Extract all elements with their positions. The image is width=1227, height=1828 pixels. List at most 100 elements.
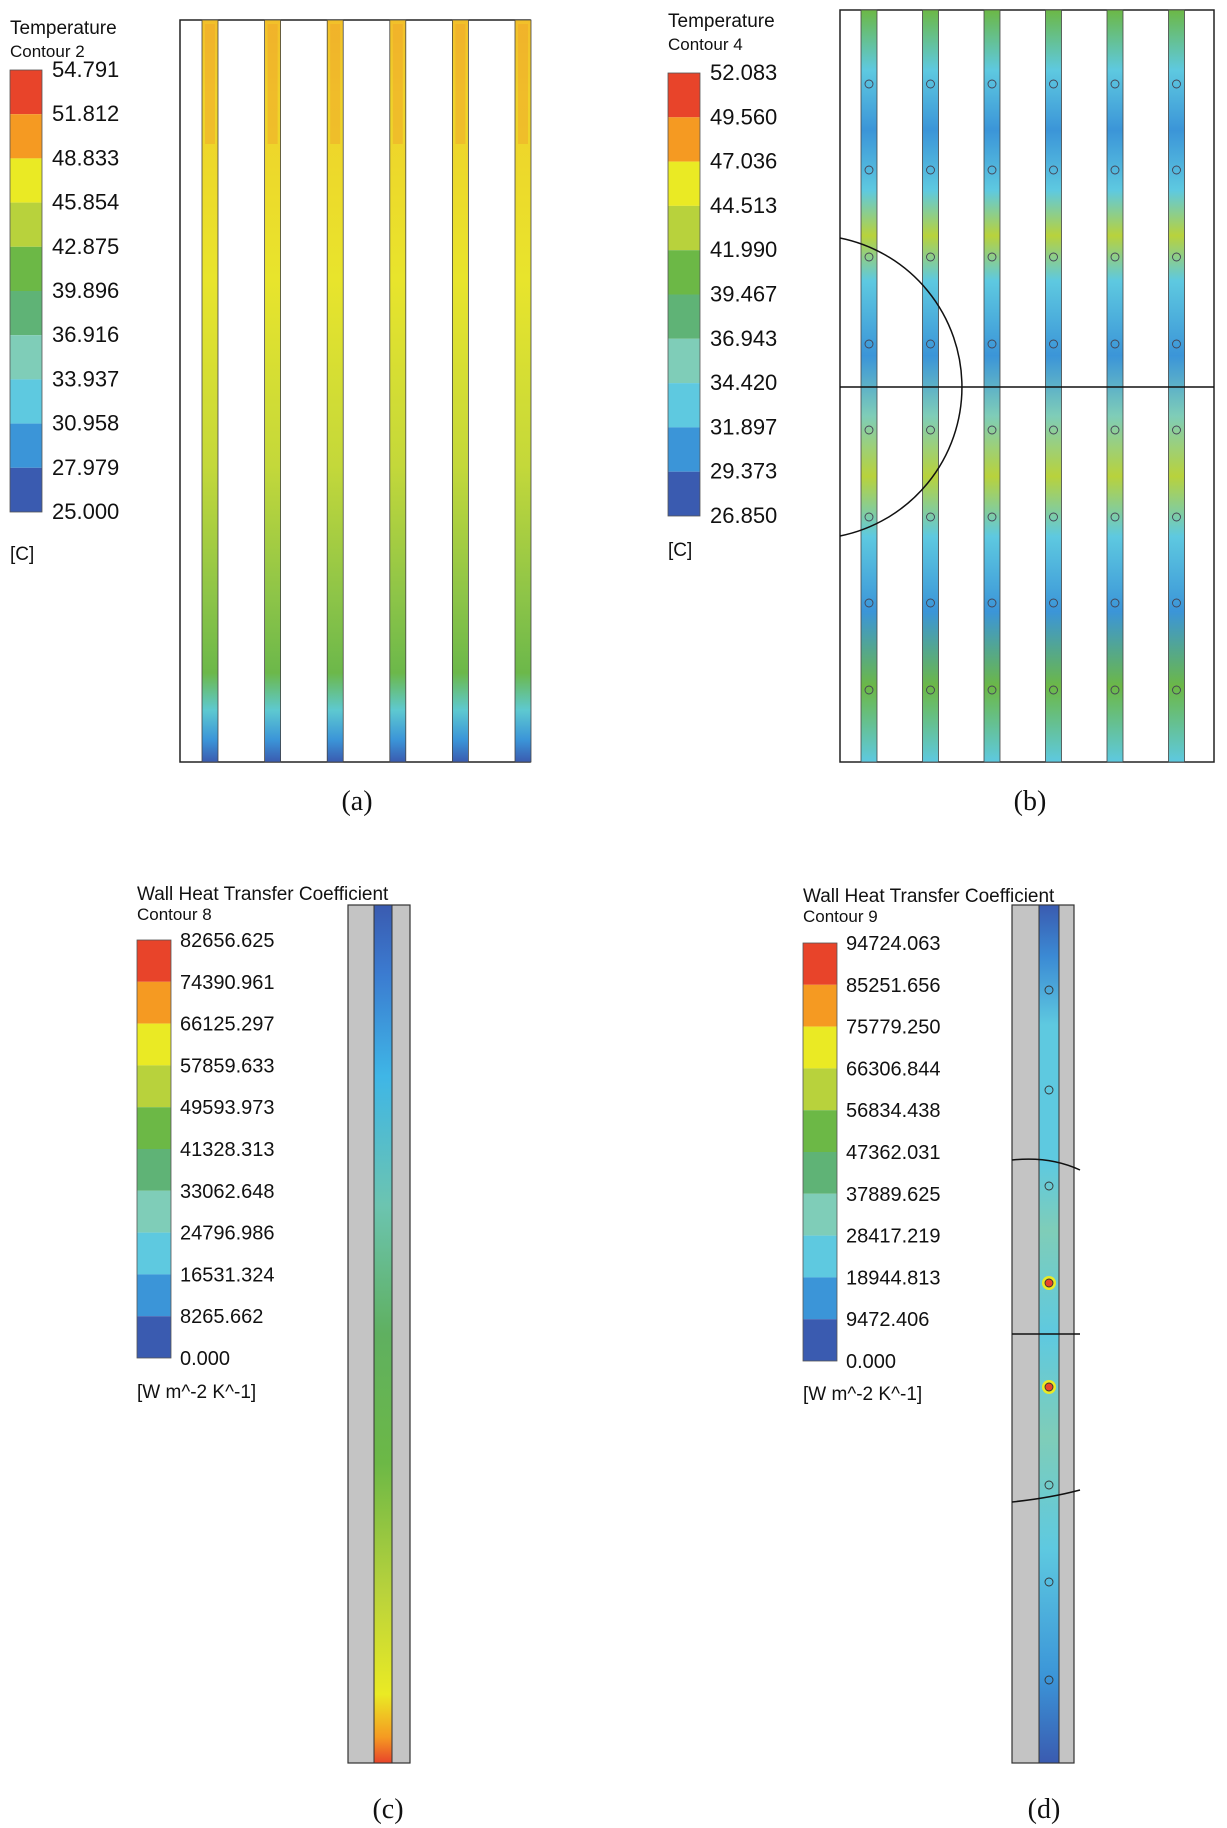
colorbar-band bbox=[137, 1149, 171, 1191]
probe-marker bbox=[864, 79, 874, 89]
probe-marker bbox=[1049, 598, 1058, 608]
colorbar-band bbox=[803, 1235, 837, 1278]
colorbar-band bbox=[803, 1277, 837, 1320]
panel-b-legend: Temperature Contour 4 52.083 49.560 47.036… bbox=[667, 11, 777, 561]
colorbar-tick-label: 28417.219 bbox=[846, 1226, 941, 1248]
hot-zone bbox=[392, 24, 403, 144]
probe-marker bbox=[1110, 598, 1120, 608]
colorbar-tick-label: 42.875 bbox=[52, 234, 119, 259]
probe-marker bbox=[1044, 1278, 1054, 1288]
colorbar-band bbox=[668, 427, 700, 472]
colorbar-band bbox=[668, 294, 700, 339]
probe-marker bbox=[926, 425, 935, 435]
colorbar-band bbox=[803, 1026, 837, 1069]
panel-c-legend: Wall Heat Transfer Coefficient Contour 8… bbox=[136, 884, 389, 1403]
colorbar-band bbox=[668, 161, 700, 206]
legend-unit: [W m^-2 K^-1] bbox=[803, 1384, 922, 1405]
colorbar-tick-label: 74390.961 bbox=[180, 972, 275, 994]
colorbar-tick-label: 39.467 bbox=[710, 282, 777, 307]
colorbar-tick-label: 37889.625 bbox=[846, 1184, 941, 1206]
colorbar-tick-label: 56834.438 bbox=[846, 1100, 941, 1122]
probe-marker bbox=[987, 598, 997, 608]
probe-marker bbox=[1110, 685, 1120, 695]
probe-marker bbox=[1110, 339, 1120, 349]
panel-b: Temperature Contour 4 52.083 49.560 47.036… bbox=[667, 9, 1215, 817]
probe-marker bbox=[1044, 1085, 1054, 1095]
probe-marker bbox=[864, 512, 874, 522]
colorbar-tick-label: 82656.625 bbox=[180, 930, 275, 952]
probe-marker bbox=[1172, 79, 1181, 89]
colorbar-tick-label: 52.083 bbox=[710, 60, 777, 85]
colorbar-tick-label: 49593.973 bbox=[180, 1097, 275, 1119]
probe-marker bbox=[1172, 685, 1181, 695]
colorbar-frame bbox=[802, 942, 838, 1362]
probe-marker bbox=[1049, 425, 1058, 435]
colorbar-c: 82656.625 74390.961 66125.297 57859.633 4959… bbox=[136, 930, 275, 1370]
channel-b bbox=[1168, 9, 1185, 763]
colorbar-tick-label: 0.000 bbox=[846, 1351, 896, 1373]
colorbar-band bbox=[137, 940, 171, 982]
colorbar-band bbox=[803, 1110, 837, 1152]
legend-unit: [C] bbox=[668, 540, 692, 561]
legend-unit: [W m^-2 K^-1] bbox=[137, 1382, 256, 1403]
channel-a bbox=[514, 19, 532, 763]
probe-marker bbox=[987, 685, 997, 695]
colorbar-band bbox=[668, 471, 700, 516]
colorbar-tick-label: 49.560 bbox=[710, 104, 777, 129]
panel-d: Wall Heat Transfer Coefficient Contour 9… bbox=[802, 886, 1081, 1825]
colorbar-tick-label: 27.979 bbox=[52, 455, 119, 480]
colorbar-tick-label: 41.990 bbox=[710, 237, 777, 262]
probe-marker bbox=[864, 685, 874, 695]
colorbar-band bbox=[137, 1107, 171, 1149]
channel-a bbox=[201, 19, 219, 763]
panel-label-c: (c) bbox=[372, 1794, 403, 1825]
channel-a bbox=[264, 19, 282, 763]
panel-d-legend: Wall Heat Transfer Coefficient Contour 9… bbox=[802, 886, 1055, 1405]
colorbar-d: 94724.063 85251.656 75779.250 66306.844 5683… bbox=[802, 933, 941, 1373]
probe-marker bbox=[1172, 425, 1181, 435]
panel-label-d: (d) bbox=[1028, 1794, 1061, 1825]
hot-zone bbox=[330, 24, 341, 144]
panel-c: Wall Heat Transfer Coefficient Contour 8… bbox=[136, 884, 411, 1825]
colorbar-tick-label: 51.812 bbox=[52, 101, 119, 126]
colorbar-band bbox=[137, 1274, 171, 1317]
colorbar-tick-label: 47.036 bbox=[710, 149, 777, 174]
colorbar-tick-label: 0.000 bbox=[180, 1348, 230, 1370]
legend-title: Temperature bbox=[668, 11, 775, 32]
legend-title: Wall Heat Transfer Coefficient bbox=[137, 884, 389, 905]
channel-b bbox=[922, 9, 939, 763]
probe-marker bbox=[926, 252, 935, 262]
colorbar-band bbox=[803, 1319, 837, 1361]
colorbar-tick-label: 24796.986 bbox=[180, 1223, 275, 1245]
legend-title: Wall Heat Transfer Coefficient bbox=[803, 886, 1055, 907]
colorbar-band bbox=[10, 114, 42, 159]
probe-marker bbox=[1049, 252, 1058, 262]
probe-marker bbox=[1049, 79, 1058, 89]
probe-marker bbox=[1044, 1480, 1054, 1490]
colorbar-band bbox=[137, 1023, 171, 1066]
colorbar-band bbox=[10, 70, 42, 115]
hot-zone bbox=[455, 24, 466, 144]
probe-marker bbox=[987, 252, 997, 262]
colorbar-tick-label: 36.943 bbox=[710, 326, 777, 351]
panel-d-arc-bottom bbox=[1011, 1489, 1081, 1503]
colorbar-tick-label: 44.513 bbox=[710, 193, 777, 218]
colorbar-tick-label: 94724.063 bbox=[846, 933, 941, 955]
probe-marker bbox=[1049, 512, 1058, 522]
probe-marker bbox=[926, 512, 935, 522]
colorbar-tick-label: 57859.633 bbox=[180, 1055, 275, 1077]
colorbar-band bbox=[137, 981, 171, 1024]
colorbar-band bbox=[10, 467, 42, 512]
colorbar-tick-label: 66306.844 bbox=[846, 1058, 941, 1080]
hot-zone bbox=[518, 24, 528, 144]
colorbar-band bbox=[803, 1193, 837, 1236]
channel-b bbox=[1045, 9, 1062, 763]
colorbar-tick-label: 36.916 bbox=[52, 322, 119, 347]
colorbar-tick-label: 8265.662 bbox=[180, 1306, 263, 1328]
probe-marker bbox=[1044, 1675, 1054, 1685]
colorbar-frame bbox=[9, 69, 43, 513]
panel-a-frame bbox=[179, 19, 531, 763]
colorbar-band bbox=[10, 423, 42, 468]
channel-a bbox=[326, 19, 344, 763]
probe-marker bbox=[1044, 985, 1054, 995]
